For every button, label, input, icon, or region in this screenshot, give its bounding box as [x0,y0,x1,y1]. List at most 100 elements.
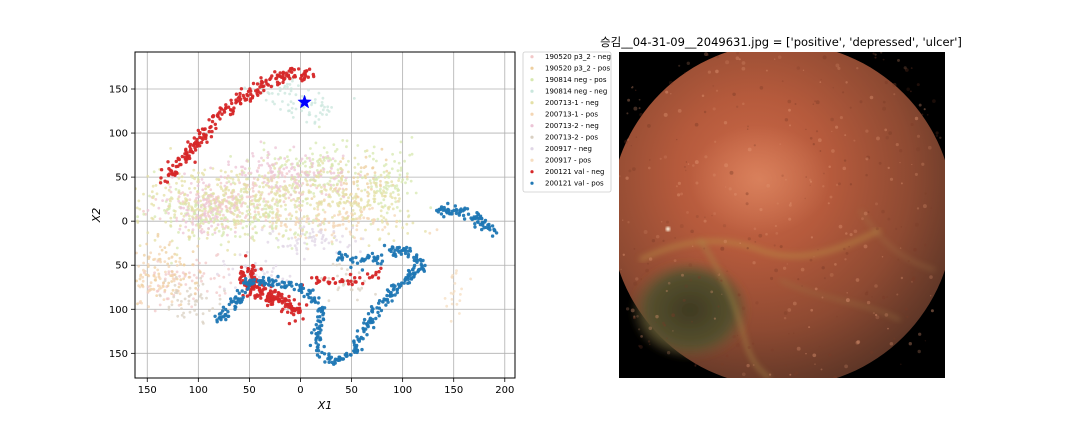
series-200713-1-neg [135,147,427,257]
scatter-point [294,221,298,224]
scatter-point [164,186,168,190]
scatter-point [372,145,376,149]
x-axis-ticks: 150 100 50 0 50 100 150 200 [138,378,514,396]
scatter-point [275,181,279,184]
scatter-point [317,201,321,205]
scatter-point [450,302,454,306]
scatter-point [379,308,384,313]
scatter-point [312,195,316,198]
scatter-point [242,281,246,285]
scatter-point [334,150,337,153]
scatter-point [399,169,403,172]
scatter-point [237,222,241,226]
scatter-point [312,296,317,300]
scatter-point [180,179,184,183]
scatter-point [267,214,270,217]
scatter-point [269,169,272,173]
scatter-point [266,270,269,274]
scatter-point [294,282,299,287]
scatter-point [337,162,341,166]
scatter-point [252,239,256,242]
scatter-point [215,177,219,181]
scatter-point [192,209,196,213]
scatter-point [300,170,304,174]
scatter-point [265,303,270,308]
scatter-point [313,173,316,177]
legend-label: 200121 val - pos [545,180,604,188]
scatter-point [315,214,318,218]
scatter-point [302,77,306,82]
scatter-point [247,167,251,170]
scatter-point [217,229,221,233]
scatter-point [469,277,472,281]
scatter-point [330,360,334,365]
scatter-point [259,194,262,197]
scatter-point [391,152,394,156]
scatter-point [365,255,369,260]
legend-item: 190814 neg - neg [530,88,607,96]
scatter-point [283,91,287,95]
scatter-point [338,263,341,266]
scatter-point [283,175,287,179]
scatter-point [308,159,312,163]
scatter-point [382,216,386,220]
scatter-point [248,212,252,216]
scatter-point [356,176,360,179]
scatter-point [382,243,387,248]
scatter-point [262,200,265,203]
scatter-point [321,317,325,321]
x-tick-label: 50 [345,385,358,396]
scatter-point [283,297,287,301]
scatter-point [181,231,185,235]
scatter-point [215,226,219,230]
series-200713-1-pos [135,193,439,309]
star-marker [297,94,312,109]
scatter-point [224,103,228,107]
scatter-point [487,225,492,229]
scatter-point [323,217,327,221]
scatter-point [216,212,220,216]
scatter-point [282,167,286,171]
scatter-point [258,190,261,194]
scatter-point [342,207,346,210]
scatter-point [183,180,187,183]
scatter-point [358,217,362,220]
scatter-point [199,229,203,233]
scatter-point [208,205,212,209]
scatter-point [462,217,467,221]
scatter-point [285,225,288,229]
scatter-point [355,335,359,339]
scatter-point [312,218,315,222]
scatter-point [216,272,219,276]
scatter-point [163,246,167,250]
scatter-point [322,146,326,150]
scatter-point [318,337,323,342]
scatter-point [308,156,311,160]
scatter-point [452,289,456,293]
scatter-point [221,305,226,309]
scatter-point [428,231,432,235]
series-190814-neg-pos [136,125,433,265]
scatter-point [420,264,424,268]
scatter-point [203,211,207,215]
scatter-point [137,199,141,203]
scatter-point [379,209,383,213]
scatter-point [246,269,250,274]
scatter-point [287,169,291,173]
scatter-point [209,217,213,221]
scatter-point [188,310,192,314]
legend-item: 200917 - pos [530,157,591,165]
scatter-point [294,236,297,239]
scatter-point [277,245,280,249]
scatter-point [227,160,230,164]
scatter-point [234,101,238,105]
scatter-point [313,98,317,101]
scatter-point [188,217,192,221]
scatter-point [336,168,340,172]
grid-lines [135,52,515,378]
scatter-point [212,208,215,212]
scatter-point [219,317,223,322]
legend-swatch [530,101,534,105]
scatter-point [370,187,373,191]
scatter-point [198,261,201,265]
